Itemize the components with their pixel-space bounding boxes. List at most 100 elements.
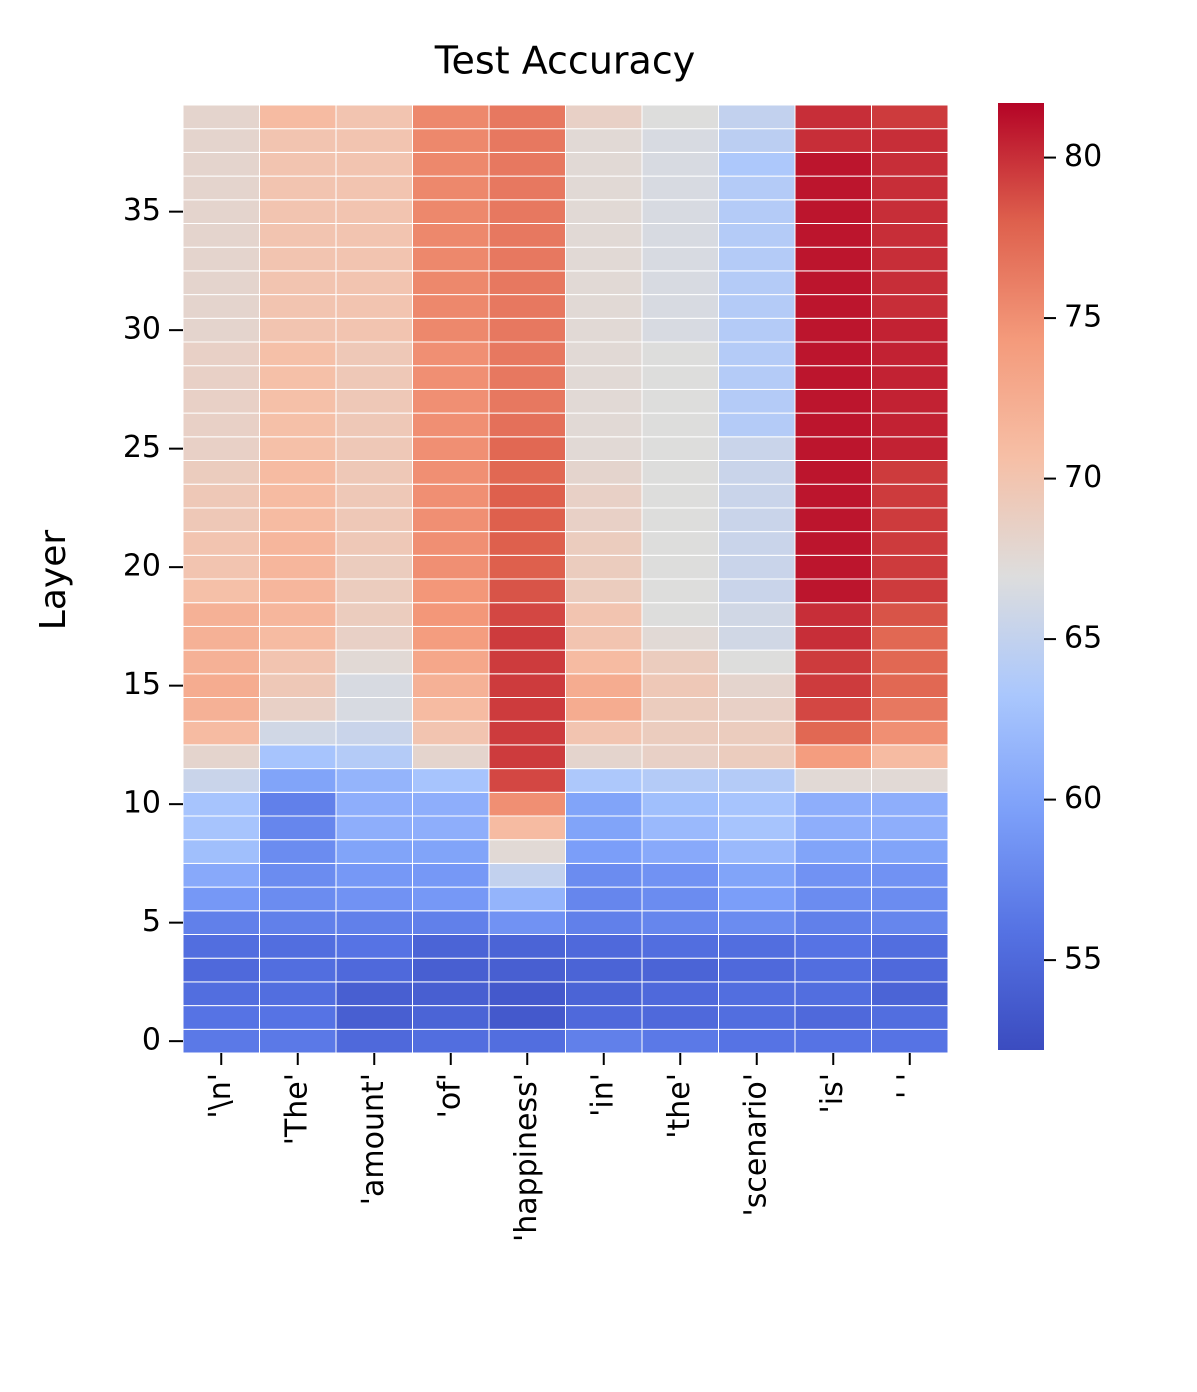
heatmap-cell <box>488 199 566 225</box>
heatmap-cell <box>259 839 337 864</box>
heatmap-cell <box>718 910 796 935</box>
heatmap-cell <box>641 317 719 343</box>
heatmap-cell <box>794 223 872 248</box>
heatmap-cell <box>718 602 796 627</box>
colorbar-tick-label: 55 <box>1064 942 1102 977</box>
heatmap-cell <box>412 507 490 533</box>
heatmap-cell <box>641 957 719 983</box>
heatmap-cell <box>412 839 490 864</box>
heatmap-cell <box>871 768 949 793</box>
heatmap-cell <box>182 815 260 841</box>
heatmap-cell <box>488 815 566 841</box>
heatmap-cell <box>641 436 719 461</box>
heatmap-cell <box>259 270 337 296</box>
heatmap-cell <box>412 981 490 1007</box>
heatmap-cell <box>412 412 490 438</box>
heatmap-cell <box>794 862 872 888</box>
heatmap-cell <box>794 791 872 817</box>
heatmap-cell <box>565 625 643 651</box>
heatmap-cell <box>259 317 337 343</box>
heatmap-cell <box>335 199 413 225</box>
heatmap-cell <box>412 1028 490 1054</box>
heatmap-cell <box>641 910 719 935</box>
heatmap-cell <box>718 791 796 817</box>
heatmap-cell <box>794 957 872 983</box>
heatmap-cell <box>794 128 872 153</box>
heatmap-cell <box>259 720 337 746</box>
heatmap-cell <box>565 720 643 746</box>
heatmap-cell <box>794 365 872 390</box>
x-tick-label: ' ' <box>891 1073 926 1099</box>
heatmap-cell <box>488 246 566 272</box>
heatmap-cell <box>565 697 643 722</box>
heatmap-cell <box>565 483 643 509</box>
heatmap-cell <box>718 578 796 604</box>
x-tick-label: 'happiness' <box>509 1073 544 1242</box>
heatmap-cell <box>335 934 413 959</box>
heatmap-cell <box>182 246 260 272</box>
heatmap-cell <box>182 649 260 675</box>
heatmap-cell <box>259 128 337 153</box>
heatmap-cell <box>412 270 490 296</box>
heatmap-cell <box>871 602 949 627</box>
heatmap-cell <box>488 223 566 248</box>
heatmap-cell <box>718 649 796 675</box>
heatmap-cell <box>641 246 719 272</box>
heatmap-cell <box>718 981 796 1007</box>
heatmap-cell <box>565 128 643 153</box>
heatmap-cell <box>565 317 643 343</box>
heatmap-cell <box>412 341 490 367</box>
heatmap-cell <box>641 625 719 651</box>
heatmap-cell <box>718 317 796 343</box>
heatmap-cell <box>488 507 566 533</box>
heatmap-cell <box>794 744 872 770</box>
y-tick-label: 20 <box>123 549 161 584</box>
heatmap-cell <box>182 1028 260 1054</box>
heatmap-cell <box>718 175 796 201</box>
heatmap-cell <box>871 649 949 675</box>
heatmap-cell <box>871 531 949 556</box>
heatmap-cell <box>794 554 872 580</box>
y-axis-label: Layer <box>33 530 74 631</box>
heatmap-cell <box>488 625 566 651</box>
heatmap-cell <box>565 223 643 248</box>
heatmap-cell <box>641 981 719 1007</box>
heatmap-cell <box>182 957 260 983</box>
heatmap-cell <box>718 957 796 983</box>
heatmap-cell <box>641 104 719 130</box>
x-tick-label: 'the' <box>662 1073 697 1139</box>
heatmap-cell <box>641 199 719 225</box>
heatmap-cell <box>871 554 949 580</box>
heatmap-cell <box>871 673 949 698</box>
heatmap-cell <box>182 886 260 912</box>
heatmap-cell <box>335 294 413 319</box>
heatmap-cell <box>259 365 337 390</box>
heatmap-cell <box>259 862 337 888</box>
colorbar-tick-label: 75 <box>1064 300 1102 335</box>
y-tick-label: 30 <box>123 312 161 347</box>
heatmap-cell <box>718 341 796 367</box>
heatmap-cell <box>335 886 413 912</box>
heatmap-cell <box>182 910 260 935</box>
heatmap-cell <box>641 862 719 888</box>
heatmap-cell <box>794 483 872 509</box>
heatmap-cell <box>182 720 260 746</box>
heatmap-cell <box>565 104 643 130</box>
heatmap-cell <box>259 625 337 651</box>
heatmap-cell <box>412 815 490 841</box>
heatmap-cell <box>335 388 413 414</box>
heatmap-cell <box>565 744 643 770</box>
heatmap-cell <box>565 460 643 485</box>
heatmap-cell <box>794 649 872 675</box>
heatmap-cell <box>488 365 566 390</box>
heatmap-cell <box>718 246 796 272</box>
heatmap-cell <box>794 246 872 272</box>
heatmap-cell <box>565 531 643 556</box>
heatmap-cell <box>718 531 796 556</box>
heatmap-cell <box>259 151 337 177</box>
heatmap-cell <box>794 1005 872 1030</box>
heatmap-cell <box>871 957 949 983</box>
heatmap-cell <box>871 412 949 438</box>
heatmap-cell <box>718 697 796 722</box>
heatmap-cell <box>259 104 337 130</box>
